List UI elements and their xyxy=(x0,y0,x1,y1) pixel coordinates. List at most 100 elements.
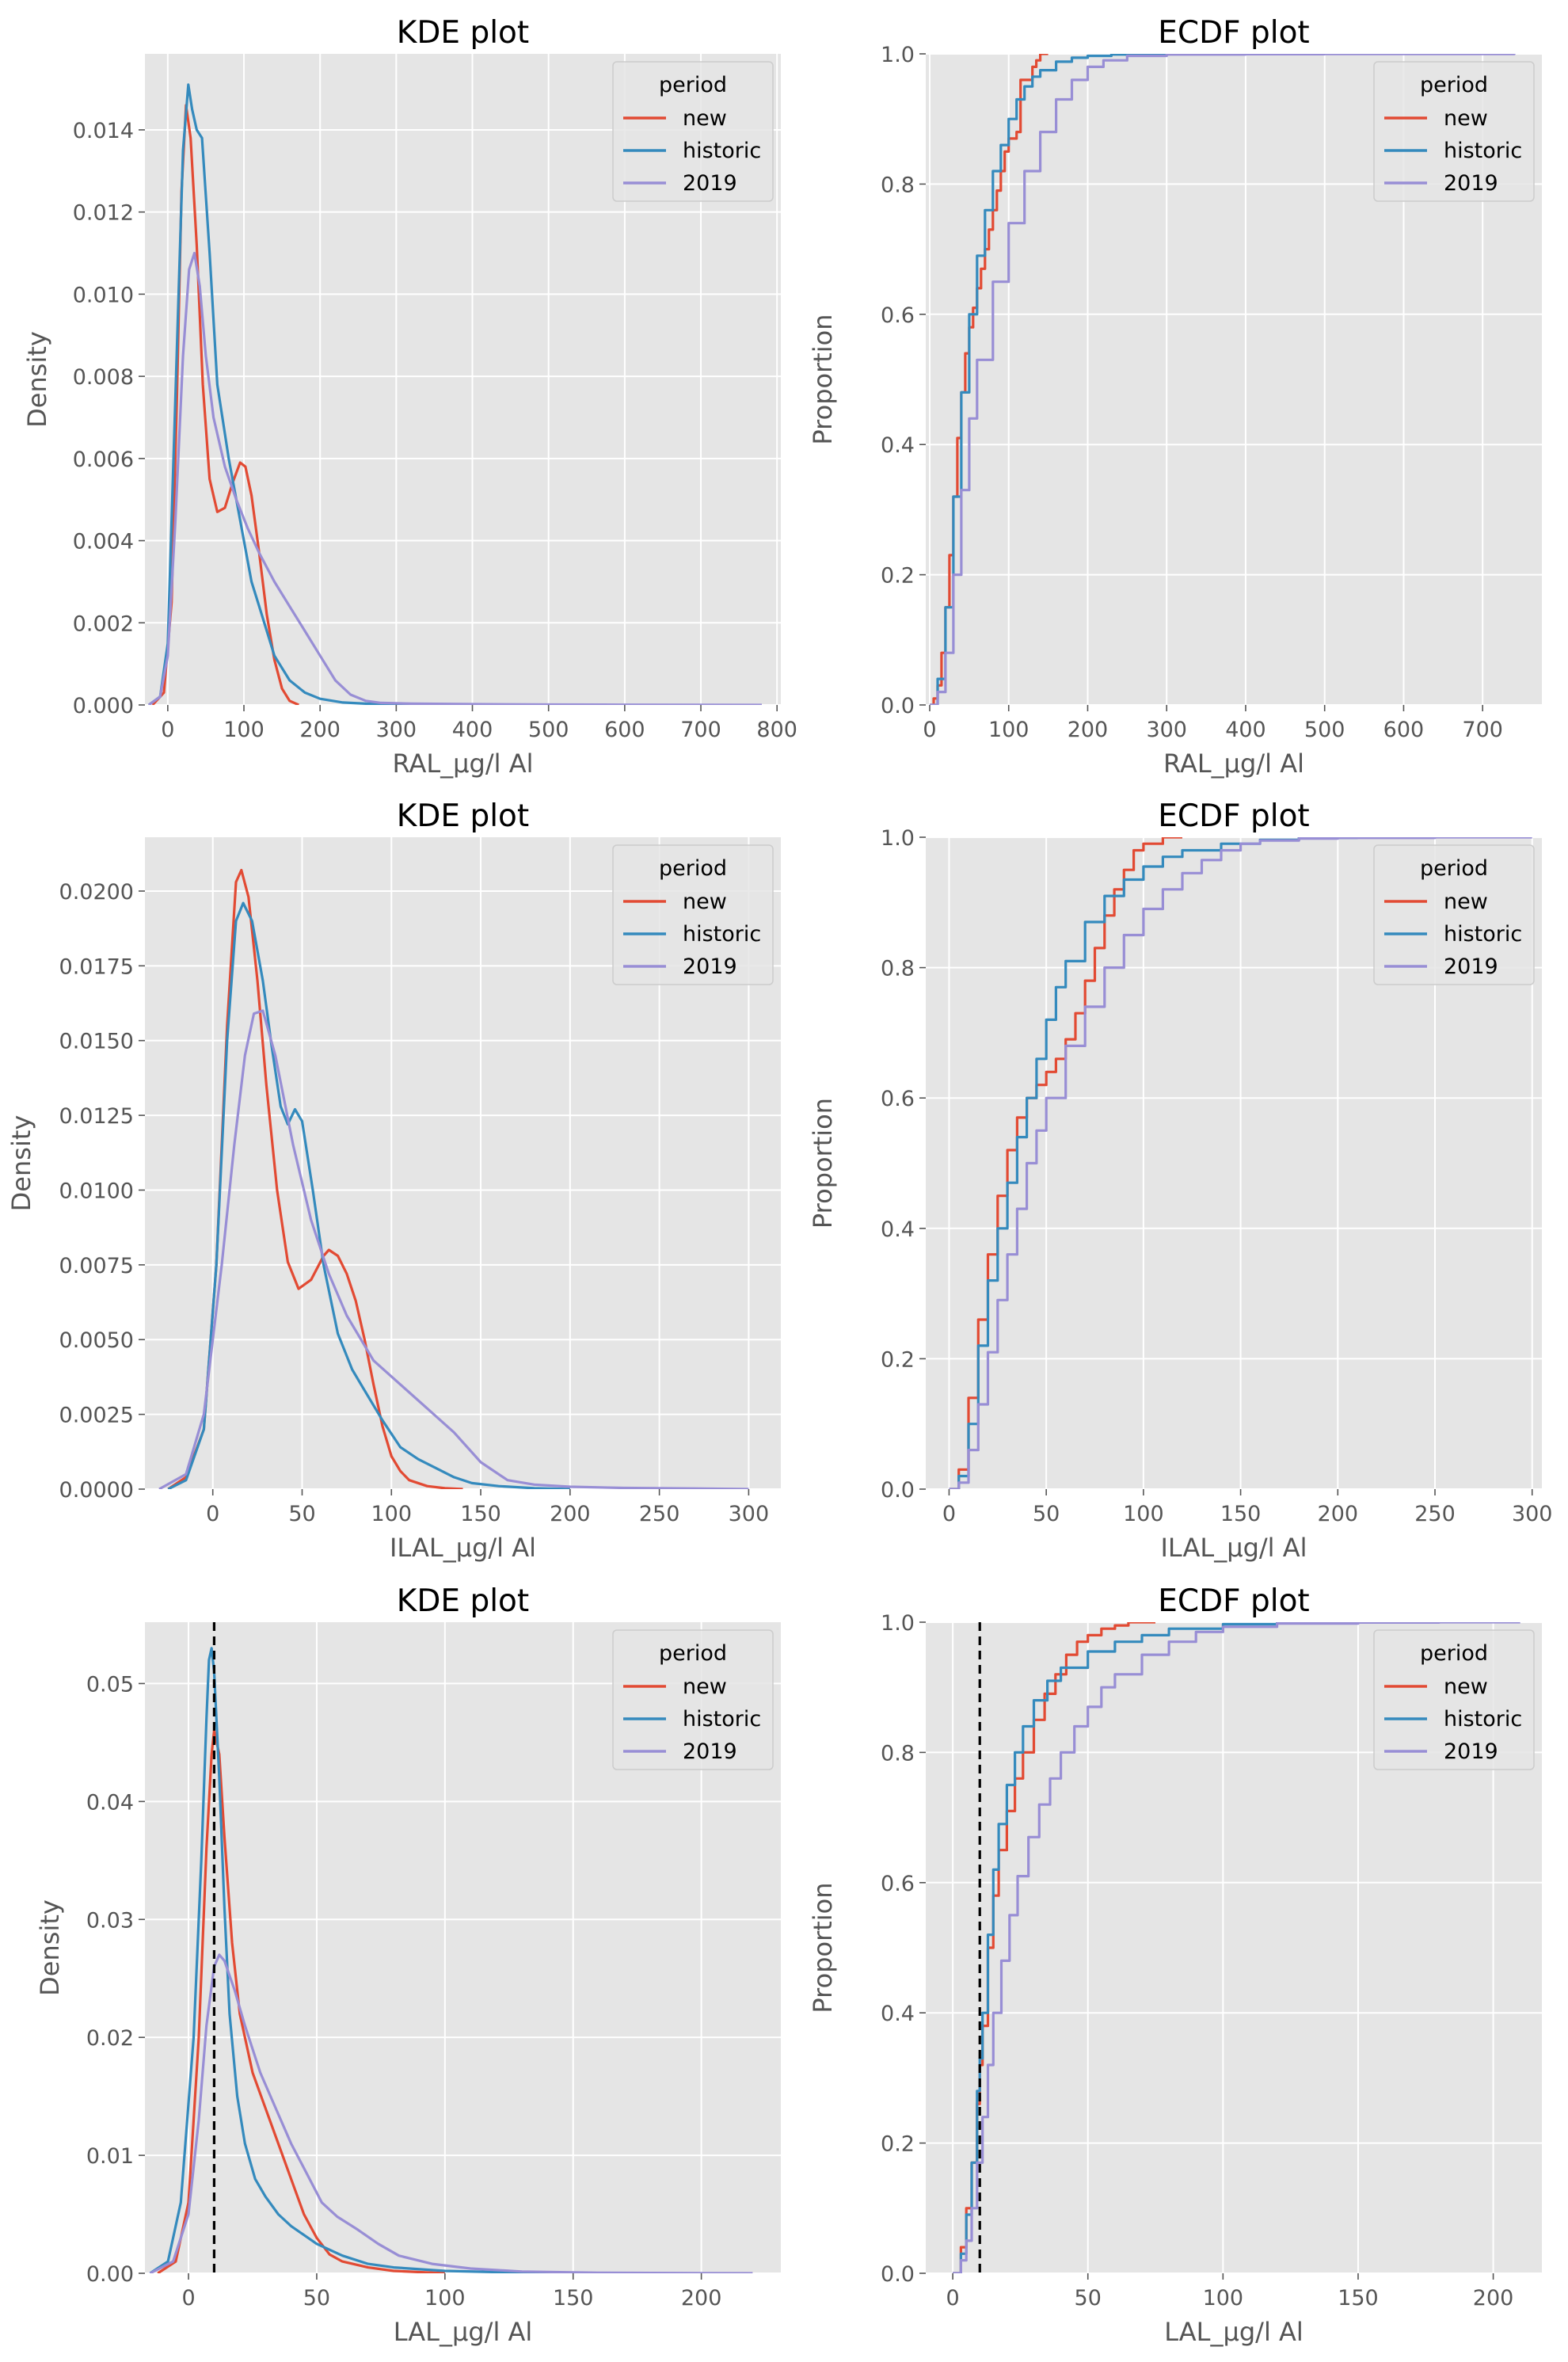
x-tick-label: 0 xyxy=(161,718,174,742)
subplot-title: KDE plot xyxy=(397,1583,529,1619)
y-tick-label: 0.012 xyxy=(73,201,134,226)
y-tick-label: 0.8 xyxy=(881,173,915,197)
y-tick-label: 0.05 xyxy=(86,1672,134,1697)
y-tick-label: 0.4 xyxy=(881,1217,915,1242)
x-tick-label: 0 xyxy=(942,1502,956,1526)
x-tick-label: 0 xyxy=(181,2286,195,2311)
series-line-new xyxy=(157,1729,445,2273)
series-line-historic xyxy=(149,1647,573,2273)
series-line-2019 xyxy=(949,837,1532,1489)
y-tick-label: 0.0075 xyxy=(59,1254,134,1278)
x-axis-label: ILAL_µg/l Al xyxy=(1160,1533,1307,1563)
series-group xyxy=(149,1647,753,2273)
subplot-title: ECDF plot xyxy=(1158,15,1309,51)
gridlines xyxy=(145,837,781,1490)
series-line-2019 xyxy=(158,1009,749,1489)
y-tick-label: 0.010 xyxy=(73,283,134,307)
legend-label: 2019 xyxy=(683,1739,737,1764)
x-tick-label: 300 xyxy=(376,718,417,742)
legend-box xyxy=(1373,61,1535,202)
series-line-historic xyxy=(167,901,570,1489)
subplot-4: 0 50 100 150 200 250 300 0.0 0.2 0.4 0.6 0.8 1.0 ECDF… xyxy=(808,798,1553,1563)
legend-box xyxy=(1373,844,1535,985)
x-tick-label: 0 xyxy=(923,718,936,742)
y-tick-label: 0.4 xyxy=(881,2002,915,2026)
x-tick-label: 800 xyxy=(756,718,797,742)
x-tick-label: 100 xyxy=(988,718,1029,742)
subplot-2: 0 100 200 300 400 500 600 700 0.0 0.2 0.4 0.6 0.8 1.0… xyxy=(808,15,1542,779)
x-tick-label: 700 xyxy=(1462,718,1503,742)
legend-label: 2019 xyxy=(1444,954,1498,979)
x-tick-label: 200 xyxy=(681,2286,722,2311)
legend-label: historic xyxy=(1444,1707,1522,1731)
legend-label: new xyxy=(683,890,727,914)
legend: period new historic 2019 xyxy=(612,844,774,985)
x-tick-label: 200 xyxy=(1068,718,1109,742)
y-axis-label: Proportion xyxy=(808,1882,838,2013)
x-tick-label: 200 xyxy=(1473,2286,1514,2311)
y-tick-label: 1.0 xyxy=(881,43,915,67)
y-axis-label: Density xyxy=(6,1115,36,1212)
y-tick-label: 0.002 xyxy=(73,611,134,636)
y-tick-label: 0.2 xyxy=(881,1347,915,1372)
y-tick-label: 0.00 xyxy=(86,2262,134,2287)
subplot-1: 0 100 200 300 400 500 600 700 800 0.000 0.002 0.004… xyxy=(22,15,797,779)
series-line-new xyxy=(167,868,463,1489)
x-axis-label: LAL_µg/l Al xyxy=(394,2317,533,2347)
subplot-5: 0 50 100 150 200 0.00 0.01 0.02 0.03 0.04 0.05 KDE … xyxy=(35,1583,781,2347)
subplot-title: ECDF plot xyxy=(1158,1583,1309,1619)
legend-title: period xyxy=(1420,73,1488,97)
subplot-6: 0 50 100 150 200 0.0 0.2 0.4 0.6 0.8 1.0 ECDF plot L… xyxy=(808,1583,1542,2347)
y-tick-label: 0.0 xyxy=(881,1478,915,1503)
y-tick-label: 0.01 xyxy=(86,2144,134,2169)
x-tick-label: 200 xyxy=(550,1502,591,1526)
x-tick-label: 100 xyxy=(371,1502,413,1526)
x-tick-label: 600 xyxy=(1383,718,1425,742)
series-line-historic xyxy=(953,1622,1360,2273)
x-tick-label: 400 xyxy=(1225,718,1266,742)
x-tick-label: 0 xyxy=(946,2286,960,2311)
y-tick-label: 0.6 xyxy=(881,1087,915,1111)
series-group xyxy=(949,837,1532,1489)
x-axis-label: RAL_µg/l Al xyxy=(1163,749,1304,779)
y-tick-label: 0.2 xyxy=(881,564,915,589)
x-tick-label: 100 xyxy=(1123,1502,1164,1526)
x-tick-label: 150 xyxy=(1338,2286,1379,2311)
x-tick-label: 50 xyxy=(288,1502,315,1526)
y-tick-label: 0.008 xyxy=(73,365,134,390)
y-tick-label: 0.0 xyxy=(881,694,915,718)
legend-box xyxy=(612,844,774,985)
legend-label: new xyxy=(683,106,727,131)
y-tick-label: 0.8 xyxy=(881,1741,915,1766)
y-tick-label: 0.8 xyxy=(881,957,915,981)
legend-label: new xyxy=(1444,890,1488,914)
legend: period new historic 2019 xyxy=(1373,61,1535,202)
gridlines xyxy=(926,836,1542,1490)
legend-label: 2019 xyxy=(1444,171,1498,196)
y-tick-label: 1.0 xyxy=(881,1611,915,1636)
y-axis-label: Proportion xyxy=(808,314,838,444)
x-tick-label: 200 xyxy=(299,718,341,742)
subplot-title: KDE plot xyxy=(397,798,529,834)
x-tick-label: 150 xyxy=(460,1502,501,1526)
x-axis-label: LAL_µg/l Al xyxy=(1164,2317,1303,2347)
x-tick-label: 500 xyxy=(528,718,569,742)
legend-title: period xyxy=(659,73,727,97)
x-tick-label: 300 xyxy=(1146,718,1187,742)
series-line-historic xyxy=(930,54,1207,705)
series-line-2019 xyxy=(930,54,1516,705)
y-tick-label: 0.0125 xyxy=(59,1104,134,1129)
y-tick-label: 0.6 xyxy=(881,303,915,328)
y-tick-label: 0.0100 xyxy=(59,1179,134,1203)
y-axis-label: Density xyxy=(22,331,52,428)
legend-box xyxy=(1373,1629,1535,1770)
legend-label: historic xyxy=(683,1707,761,1731)
series-line-historic xyxy=(147,83,473,705)
y-tick-label: 0.0200 xyxy=(59,880,134,905)
series-line-2019 xyxy=(149,1953,753,2273)
y-tick-label: 0.04 xyxy=(86,1790,134,1815)
legend-title: period xyxy=(659,1641,727,1666)
x-tick-label: 300 xyxy=(1512,1502,1553,1526)
x-tick-label: 250 xyxy=(1414,1502,1456,1526)
